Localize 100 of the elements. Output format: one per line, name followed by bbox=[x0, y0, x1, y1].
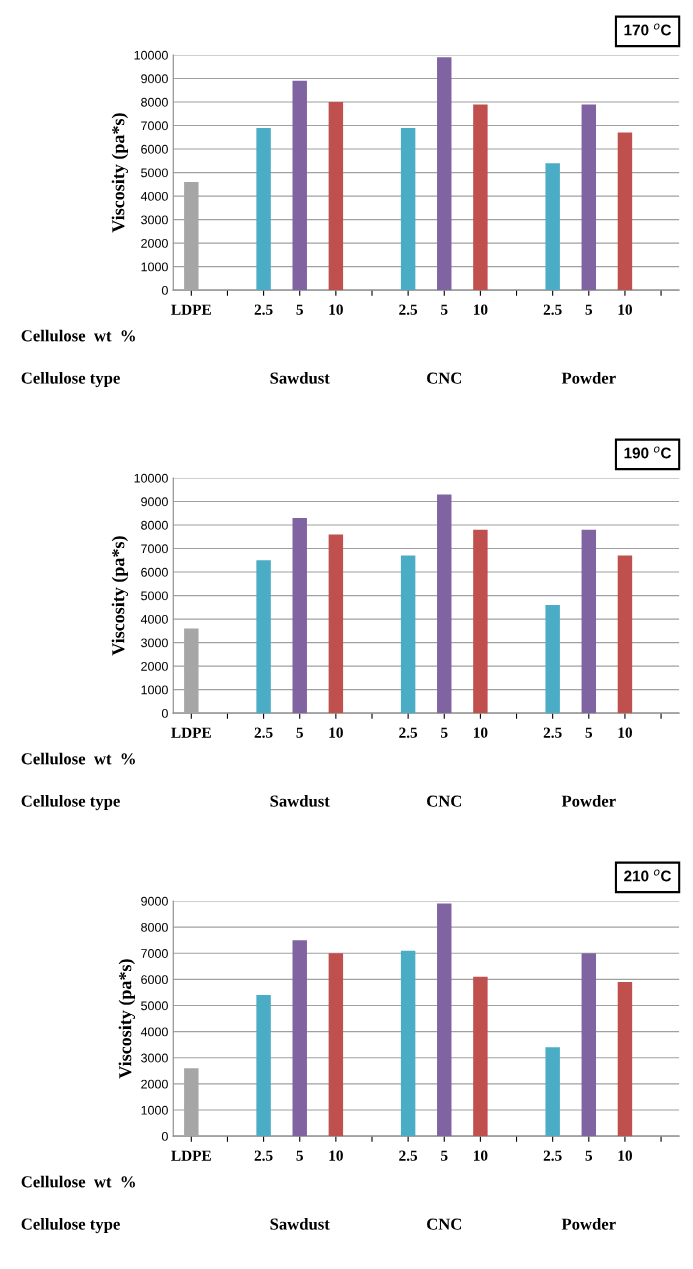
x-tick-label: LDPE bbox=[171, 727, 211, 738]
y-tick-label: 4000 bbox=[140, 191, 168, 201]
x-tick-label: 2.5 bbox=[254, 727, 273, 738]
y-tick-label: 9000 bbox=[141, 896, 168, 906]
bar bbox=[292, 517, 307, 714]
y-tick-label: 0 bbox=[161, 285, 168, 295]
y-tick-label: 2000 bbox=[141, 661, 168, 671]
x-tick-label: 10 bbox=[618, 727, 632, 738]
y-tick-label: 4000 bbox=[140, 1027, 168, 1037]
x-tick-label: 5 bbox=[296, 727, 303, 738]
bar bbox=[256, 995, 271, 1137]
x-tick-label: 10 bbox=[618, 1150, 632, 1161]
bar bbox=[473, 529, 488, 714]
bar bbox=[328, 953, 344, 1137]
text: Cellulose wt % bbox=[21, 329, 135, 342]
bar bbox=[437, 494, 452, 714]
x-tick-label: LDPE bbox=[171, 304, 211, 315]
x-tick-label: 10 bbox=[473, 1150, 488, 1161]
chart-title: 210 $^{o}$C bbox=[624, 869, 672, 882]
x-tick-label: 10 bbox=[329, 727, 343, 738]
x-tick-label: 2.5 bbox=[399, 727, 418, 738]
y-tick-label: 4000 bbox=[140, 614, 168, 624]
x-tick-label: 10 bbox=[473, 727, 488, 738]
x-tick-label: LDPE bbox=[171, 1150, 211, 1161]
bar bbox=[292, 80, 307, 291]
y-tick-label: 5000 bbox=[141, 168, 168, 178]
y-tick-label: 6000 bbox=[141, 975, 168, 985]
text: CNC bbox=[427, 795, 462, 807]
bar bbox=[617, 982, 633, 1137]
text: Cellulose wt % bbox=[21, 1175, 135, 1188]
y-tick-label: 3000 bbox=[141, 638, 168, 648]
x-tick-label: 5 bbox=[296, 1150, 303, 1161]
y-tick-label: 9000 bbox=[141, 74, 168, 84]
x-tick-label: 2.5 bbox=[254, 304, 273, 315]
x-tick-label: 5 bbox=[441, 727, 448, 738]
y-tick-label: 7000 bbox=[141, 949, 168, 958]
x-tick-label: 10 bbox=[329, 1150, 343, 1161]
bar bbox=[581, 104, 597, 291]
x-tick-label: 10 bbox=[329, 304, 343, 315]
x-tick-label: 5 bbox=[585, 304, 593, 315]
y-tick-label: 0 bbox=[161, 708, 168, 718]
y-tick-label: 2000 bbox=[141, 1079, 168, 1089]
text: Cellulose wt % bbox=[21, 752, 135, 765]
y-tick-label: 5000 bbox=[141, 591, 168, 601]
y-tick-label: 7000 bbox=[141, 544, 168, 554]
chart-title: 190 $^{o}$C bbox=[624, 446, 672, 459]
y-tick-label: 5000 bbox=[141, 1001, 168, 1011]
x-tick-label: 2.5 bbox=[543, 1150, 562, 1161]
bar bbox=[545, 163, 560, 291]
x-tick-label: 2.5 bbox=[543, 727, 562, 738]
y-tick-label: 6000 bbox=[141, 567, 168, 577]
text: Powder bbox=[561, 371, 616, 384]
bar bbox=[545, 1047, 560, 1137]
x-tick-label: 10 bbox=[473, 304, 488, 315]
bar bbox=[328, 534, 344, 714]
chart-title: 170 $^{o}$C bbox=[624, 23, 672, 36]
bar bbox=[400, 950, 416, 1137]
y-axis-title: Viscosity (pa*s) bbox=[118, 959, 136, 1079]
x-tick-label: 5 bbox=[441, 1150, 448, 1161]
text: Sawdust bbox=[270, 794, 330, 807]
bar bbox=[473, 976, 488, 1137]
y-tick-label: 6000 bbox=[141, 144, 168, 154]
x-tick-label: 2.5 bbox=[254, 1150, 273, 1161]
x-tick-label: 5 bbox=[585, 727, 593, 738]
text: Powder bbox=[561, 1217, 616, 1230]
y-tick-label: 8000 bbox=[141, 97, 168, 107]
bar bbox=[617, 555, 633, 714]
x-tick-label: 5 bbox=[585, 1150, 593, 1161]
text: Powder bbox=[561, 794, 616, 807]
bar bbox=[545, 604, 560, 714]
y-tick-label: 3000 bbox=[141, 1053, 168, 1063]
y-axis-title: Viscosity (pa*s) bbox=[111, 536, 129, 656]
text: Cellulose type bbox=[21, 371, 120, 388]
x-tick-label: 5 bbox=[296, 304, 303, 315]
text: Cellulose type bbox=[21, 794, 120, 811]
y-tick-label: 1000 bbox=[141, 685, 168, 695]
bar bbox=[437, 903, 452, 1137]
y-tick-label: 1000 bbox=[141, 1105, 168, 1115]
x-tick-label: 2.5 bbox=[543, 304, 562, 315]
y-tick-label: 10000 bbox=[134, 50, 168, 60]
y-tick-label: 3000 bbox=[141, 215, 168, 225]
bar bbox=[400, 127, 416, 291]
bar bbox=[292, 940, 307, 1137]
x-tick-label: 5 bbox=[441, 304, 448, 315]
x-tick-label: 2.5 bbox=[399, 304, 418, 315]
text: Cellulose type bbox=[21, 1217, 120, 1234]
y-tick-label: 8000 bbox=[141, 922, 168, 932]
bar bbox=[581, 953, 597, 1137]
y-tick-label: 0 bbox=[161, 1131, 168, 1141]
y-axis-title: Viscosity (pa*s) bbox=[111, 113, 129, 233]
bar bbox=[437, 57, 452, 291]
x-tick-label: 2.5 bbox=[399, 1150, 418, 1161]
bar bbox=[617, 132, 633, 291]
bar bbox=[256, 127, 271, 291]
y-tick-label: 2000 bbox=[141, 238, 168, 248]
bar bbox=[581, 529, 597, 714]
text: CNC bbox=[427, 372, 462, 384]
bar bbox=[328, 102, 344, 291]
bar bbox=[256, 560, 271, 714]
y-tick-label: 1000 bbox=[141, 262, 168, 272]
